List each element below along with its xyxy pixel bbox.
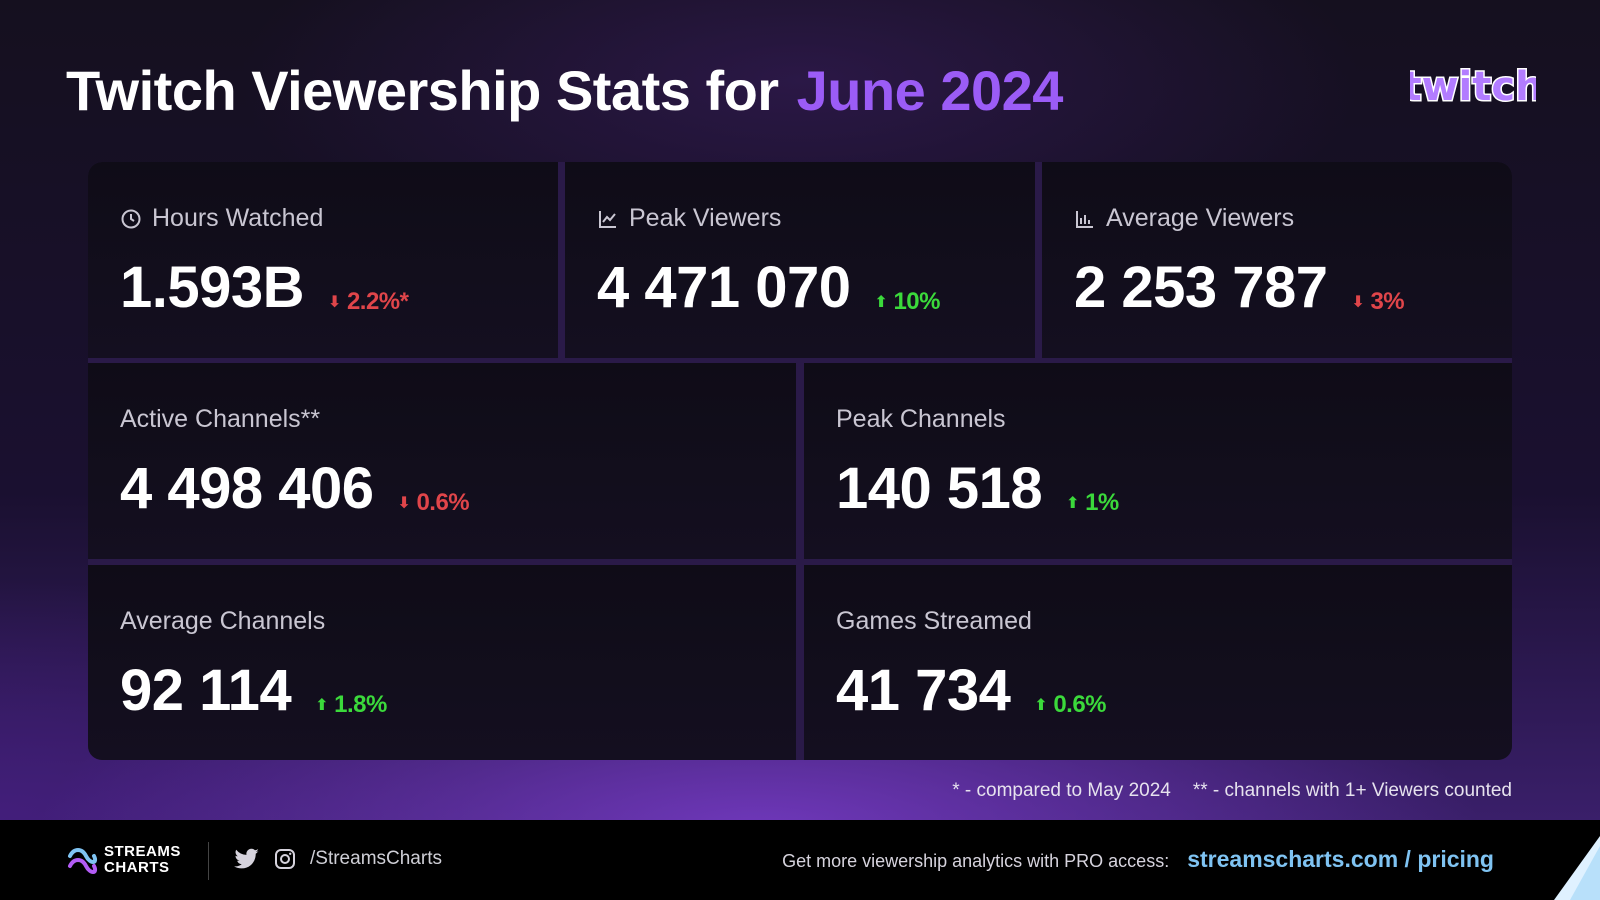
card-value: 1.593B <box>120 255 305 320</box>
page-title: Twitch Viewership Stats for June 2024 <box>66 58 1063 123</box>
change-indicator: ⬆ 10% <box>874 288 941 315</box>
card-average-viewers: Average Viewers 2 253 787 ⬇ 3% <box>1042 162 1512 358</box>
card-peak-viewers: Peak Viewers 4 471 070 ⬆ 10% <box>565 162 1035 358</box>
card-hours-watched: Hours Watched 1.593B ⬇ 2.2%* <box>88 162 558 358</box>
pricing-link[interactable]: streamscharts.com / pricing <box>1187 846 1494 872</box>
change-indicator: ⬇ 0.6% <box>397 489 470 516</box>
change-indicator: ⬆ 1.8% <box>315 691 387 718</box>
bar-chart-icon <box>1076 210 1093 228</box>
title-period: June 2024 <box>796 59 1064 122</box>
card-label: Games Streamed <box>836 607 1032 635</box>
card-label: Peak Viewers <box>629 204 782 232</box>
arrow-up-icon: ⬆ <box>874 294 888 311</box>
card-value: 92 114 <box>120 658 292 723</box>
card-peak-channels: Peak Channels 140 518 ⬆ 1% <box>804 363 1512 559</box>
change-indicator: ⬆ 0.6% <box>1034 691 1107 718</box>
card-active-channels: Active Channels** 4 498 406 ⬇ 0.6% <box>88 363 796 559</box>
chart-icon <box>599 210 616 228</box>
footnotes: * - compared to May 2024 ** - channels wi… <box>952 780 1512 802</box>
footer-divider <box>208 842 209 880</box>
card-label: Average Viewers <box>1106 204 1295 232</box>
card-label: Average Channels <box>120 607 326 635</box>
stats-grid: Hours Watched 1.593B ⬇ 2.2%* Peak Viewers… <box>88 162 1512 760</box>
promo-text: Get more viewership analytics with PRO a… <box>782 851 1170 871</box>
title-main: Twitch Viewership Stats for <box>66 59 779 122</box>
twitch-logo: twitch <box>1410 63 1536 112</box>
arrow-down-icon: ⬇ <box>397 495 411 512</box>
card-label: Peak Channels <box>836 405 1006 433</box>
card-value: 140 518 <box>836 456 1043 521</box>
card-label: Active Channels** <box>120 405 321 433</box>
streamscharts-logo-icon <box>68 848 97 874</box>
instagram-icon[interactable] <box>274 848 296 870</box>
twitter-icon[interactable] <box>234 848 260 870</box>
footer: STREAMS CHARTS /StreamsCharts Get more v… <box>0 820 1600 900</box>
arrow-down-icon: ⬇ <box>328 294 341 311</box>
card-label: Hours Watched <box>152 204 324 232</box>
social-links: /StreamsCharts <box>234 848 442 870</box>
change-indicator: ⬇ 2.2%* <box>328 288 409 315</box>
svg-text:twitch: twitch <box>1410 64 1536 110</box>
corner-accent <box>1554 836 1600 900</box>
card-average-channels: Average Channels 92 114 ⬆ 1.8% <box>88 565 796 760</box>
promo: Get more viewership analytics with PRO a… <box>782 846 1494 873</box>
card-value: 4 498 406 <box>120 456 374 521</box>
arrow-up-icon: ⬆ <box>315 697 329 714</box>
clock-icon <box>121 209 141 228</box>
footnote-1: * - compared to May 2024 <box>952 780 1171 801</box>
card-games-streamed: Games Streamed 41 734 ⬆ 0.6% <box>804 565 1512 760</box>
card-value: 4 471 070 <box>597 255 851 320</box>
change-indicator: ⬆ 1% <box>1066 489 1119 516</box>
card-value: 41 734 <box>836 658 1011 723</box>
change-indicator: ⬇ 3% <box>1351 288 1405 315</box>
arrow-down-icon: ⬇ <box>1351 294 1365 311</box>
social-handle[interactable]: /StreamsCharts <box>310 848 442 869</box>
footnote-2: ** - channels with 1+ Viewers counted <box>1192 780 1512 801</box>
arrow-up-icon: ⬆ <box>1066 495 1080 512</box>
card-value: 2 253 787 <box>1074 255 1328 320</box>
arrow-up-icon: ⬆ <box>1034 697 1048 714</box>
streamscharts-logo[interactable]: STREAMS CHARTS <box>66 844 181 876</box>
